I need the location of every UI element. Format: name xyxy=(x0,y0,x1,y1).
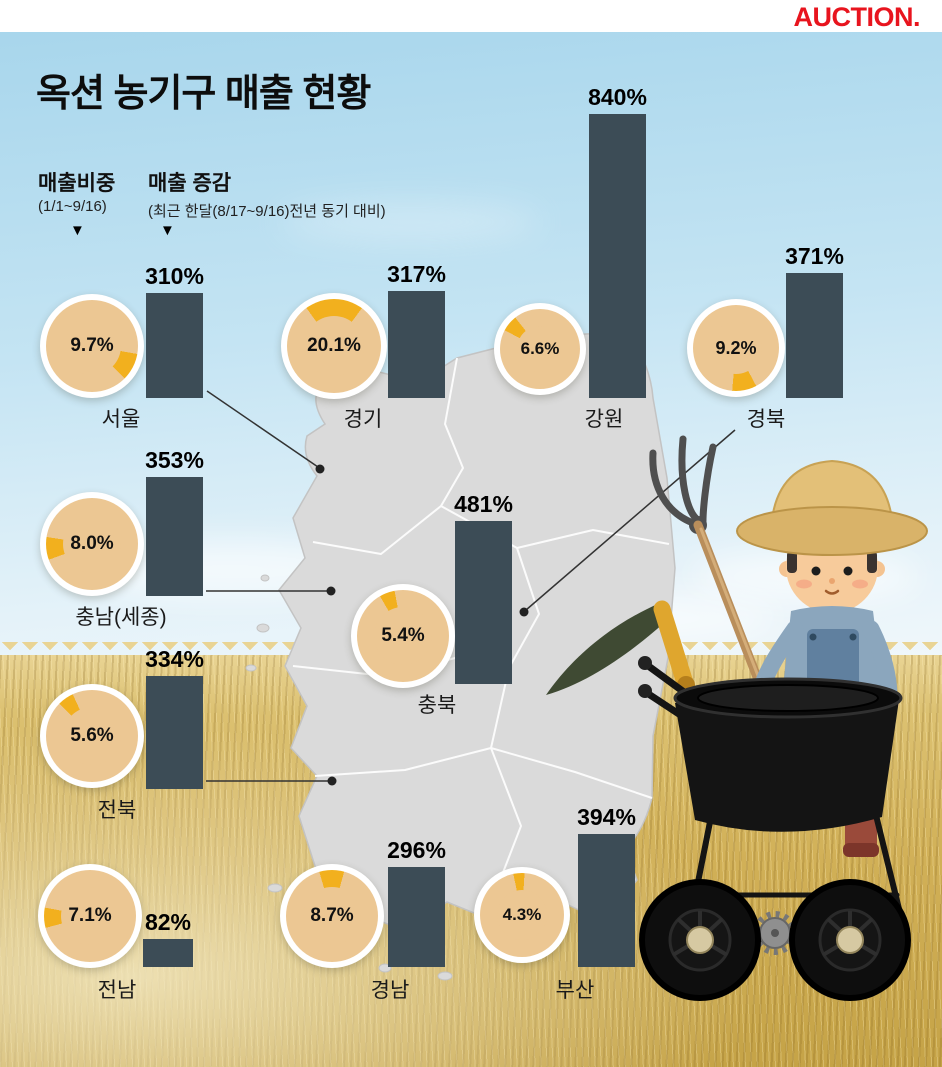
cloud xyxy=(280,202,540,242)
legend-growth-marker-icon: ▼ xyxy=(160,222,175,239)
legend-share-label: 매출비중 xyxy=(38,172,116,195)
top-band xyxy=(0,0,942,32)
legend-share-period: (1/1~9/16) xyxy=(38,198,107,215)
legend-growth-period: (최근 한달(8/17~9/16)전년 동기 대비) xyxy=(148,203,386,220)
farmer-illustration xyxy=(546,435,928,1001)
legend-growth-label: 매출 증감 xyxy=(148,172,232,195)
seed-spreader xyxy=(638,656,911,1001)
spreader-wheels xyxy=(639,879,911,1001)
auction-logo: AUCTION. xyxy=(793,2,921,32)
legend-share-marker-icon: ▼ xyxy=(70,222,85,239)
page-title: 옥션 농기구 매출 현황 xyxy=(36,73,371,115)
